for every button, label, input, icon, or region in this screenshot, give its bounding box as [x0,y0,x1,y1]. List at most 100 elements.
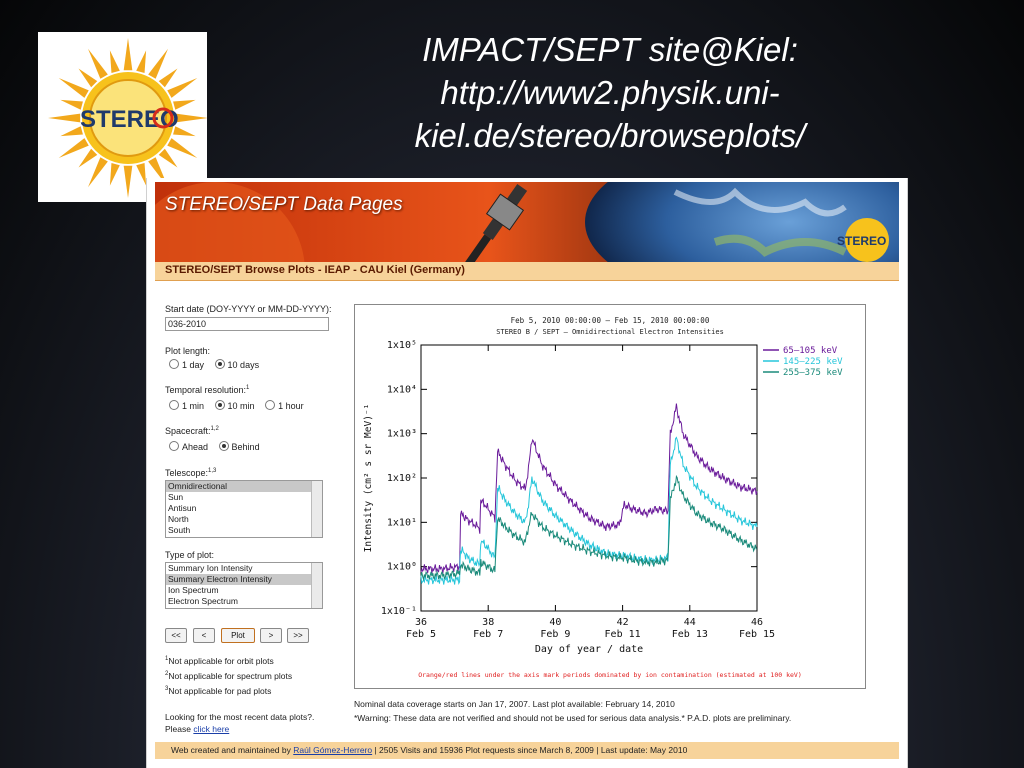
last-button[interactable]: >> [287,628,309,643]
title-line-2: http://www2.physik.uni- [440,74,780,111]
listbox-option[interactable]: South [168,525,191,535]
listbox-option[interactable]: Summary Electron Intensity [166,574,322,585]
sun-ray [58,78,89,98]
site-subtitle: STEREO/SEPT Browse Plots - IEAP - CAU Ki… [165,264,465,276]
y-tick-label: 1x10⁵ [387,340,417,351]
x-tick-date: Feb 13 [672,629,708,640]
chart-title: Feb 5, 2010 00:00:00 – Feb 15, 2010 00:0… [511,316,710,325]
radio-temporal-10min[interactable]: 10 min [214,400,255,411]
plot-length-label: Plot length: [165,346,211,356]
chart-subtitle: STEREO B / SEPT – Omnidirectional Electr… [496,328,724,336]
radio-selected-icon[interactable] [218,441,229,451]
sun-ray [167,78,198,98]
author-link[interactable]: Raúl Gómez-Herrero [293,745,373,755]
legend-entry: 255–375 keV [783,368,843,378]
x-tick-label: 44 [684,617,696,628]
next-button[interactable]: > [260,628,282,643]
prev-button[interactable]: < [193,628,215,643]
y-tick-label: 1x10² [387,473,417,484]
y-tick-label: 1x10⁻¹ [381,606,417,617]
banner-logo-text: STEREO [837,234,886,248]
sun-ray [78,68,98,88]
series-line [420,436,758,586]
sun-ray [148,48,168,79]
start-date-input[interactable]: 036-2010 [165,317,329,331]
spacecraft-group: Ahead Behind [169,441,268,452]
legend-entry: 65–105 keV [783,346,838,356]
note-1: 1Not applicable for orbit plots [165,656,274,666]
sun-ray [158,68,178,88]
sun-ray [48,113,81,123]
legend-entry: 145–225 keV [783,357,843,367]
listbox-option[interactable]: Ion Spectrum [168,585,219,595]
x-tick-date: Feb 15 [739,629,775,640]
chart-footnote: Orange/red lines under the axis mark per… [418,671,802,679]
listbox-scrollbar[interactable] [311,563,322,608]
listbox-scrollbar[interactable] [311,481,322,537]
radio-icon[interactable] [169,359,179,369]
slide-title: IMPACT/SEPT site@Kiel: http://www2.physi… [330,28,890,157]
sun-ray [158,148,178,168]
radio-plot-length-1day[interactable]: 1 day [169,359,204,370]
first-button[interactable]: << [165,628,187,643]
x-tick-date: Feb 5 [406,629,436,640]
note-3: 3Not applicable for pad plots [165,686,272,696]
radio-temporal-1hour[interactable]: 1 hour [265,400,304,411]
site-subtitle-bar: STEREO/SEPT Browse Plots - IEAP - CAU Ki… [155,262,899,281]
title-line-1: IMPACT/SEPT site@Kiel: [422,31,798,68]
radio-temporal-1min[interactable]: 1 min [169,400,204,411]
plot-length-group: 1 day 10 days [169,359,267,370]
listbox-option[interactable]: Antisun [168,503,197,513]
sun-ray [58,138,89,158]
recent-plots-line: Please click here [165,724,230,734]
y-tick-label: 1x10³ [387,429,417,440]
site-banner: STEREO STEREO/SEPT Data Pages [155,182,899,262]
sun-ray [175,113,208,123]
sun-ray [109,50,120,73]
listbox-option[interactable]: Sun [168,492,184,502]
y-axis-label: Intensity (cm² s sr MeV)⁻¹ [363,404,374,553]
stereo-logo: STEREO [38,32,208,202]
listbox-option[interactable]: Omnidirectional [166,481,322,492]
x-axis-label: Day of year / date [535,644,643,655]
title-line-3: kiel.de/stereo/browseplots/ [414,117,806,154]
site-footer: Web created and maintained by Raúl Gómez… [155,742,899,759]
radio-spacecraft-behind[interactable]: Behind [218,441,260,452]
listbox-option[interactable]: North [168,514,189,524]
sun-ray [173,126,196,137]
radio-selected-icon[interactable] [214,359,225,369]
note-2: 2Not applicable for spectrum plots [165,671,293,681]
sun-ray [123,38,133,71]
x-tick-label: 36 [415,617,427,628]
plot-button[interactable]: Plot [221,628,255,643]
radio-spacecraft-ahead[interactable]: Ahead [169,441,208,452]
y-tick-label: 1x10⁴ [387,384,417,395]
warning-note: *Warning: These data are not verified an… [354,713,792,723]
radio-icon[interactable] [169,400,179,410]
sun-ray [173,99,196,110]
sun-ray [123,165,133,198]
sun-ray [109,163,120,186]
radio-plot-length-10days[interactable]: 10 days [214,359,259,370]
series-line [420,474,757,582]
sun-ray [167,138,198,158]
recent-plots-question: Looking for the most recent data plots?. [165,712,315,722]
listbox-option[interactable]: Electron Spectrum [168,596,238,606]
listbox-option[interactable]: Summary Ion Intensity [168,563,253,573]
coverage-note: Nominal data coverage starts on Jan 17, … [354,699,675,709]
radio-icon[interactable] [169,441,179,451]
y-tick-label: 1x10⁰ [387,562,417,573]
click-here-link[interactable]: click here [193,724,230,734]
sun-logo-icon: STEREO [48,38,208,198]
radio-selected-icon[interactable] [214,400,225,410]
radio-icon[interactable] [265,400,276,410]
sun-ray [136,50,147,73]
start-date-label: Start date (DOY-YYYY or MM-DD-YYYY): [165,304,332,314]
x-tick-date: Feb 9 [540,629,570,640]
intensity-chart: Feb 5, 2010 00:00:00 – Feb 15, 2010 00:0… [363,316,843,679]
plot-type-listbox[interactable]: Summary Ion Intensity Summary Electron I… [165,562,323,609]
banner-title: STEREO/SEPT Data Pages [165,194,403,215]
telescope-listbox[interactable]: Omnidirectional Sun Antisun North South [165,480,323,538]
website-screenshot: STEREO STEREO/SEPT Data Pages STEREO/SEP… [146,178,908,768]
plot-type-label: Type of plot: [165,550,215,560]
